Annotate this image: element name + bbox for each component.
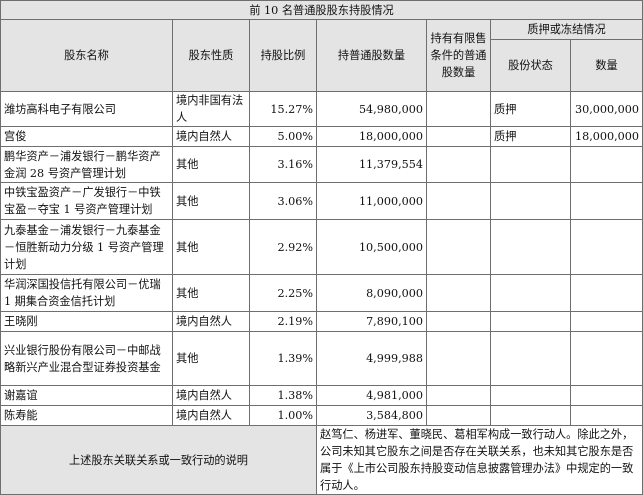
cell-ratio: 1.39% [249, 331, 317, 386]
header-row-2: 股份状态 数量 [1, 39, 643, 92]
cell-pledge-count [569, 219, 643, 275]
cell-restricted [426, 311, 491, 332]
cell-pledge-count [569, 385, 643, 406]
footer-label: 上述股东关联关系或一致行动的说明 [0, 425, 317, 495]
cell-name: 王晓刚 [0, 311, 173, 332]
cell-pledge-count [569, 274, 643, 312]
cell-restricted [426, 219, 491, 275]
cell-name: 潍坊高科电子有限公司 [0, 91, 173, 127]
header-pledge-count: 数量 [569, 39, 643, 92]
table-row: 九泰基金－浦发银行－九泰基金－恒胜新动力分级 1 号资产管理计划 其他 2.92… [0, 219, 643, 275]
cell-count: 11,379,554 [316, 146, 427, 183]
table-row: 中铁宝盈资产－广发银行－中铁宝盈－夺宝 1 号资产管理计划 其他 3.06% 1… [0, 182, 643, 220]
cell-count: 7,890,100 [316, 311, 427, 332]
cell-pledge-status [490, 405, 571, 426]
header-pledge-group: 质押或冻结情况 [489, 19, 643, 40]
cell-pledge-count [569, 146, 643, 183]
table-row: 陈寿能 境内自然人 1.00% 3,584,800 [0, 405, 643, 426]
cell-pledge-status: 质押 [490, 91, 571, 127]
cell-restricted [426, 405, 491, 426]
cell-restricted [426, 91, 491, 127]
cell-restricted [426, 331, 491, 386]
cell-pledge-status [490, 274, 571, 312]
cell-restricted [426, 126, 491, 147]
cell-count: 18,000,000 [316, 126, 427, 147]
cell-ratio: 2.19% [249, 311, 317, 332]
cell-pledge-status [490, 385, 571, 406]
cell-pledge-count [569, 405, 643, 426]
cell-pledge-count: 30,000,000 [569, 91, 643, 127]
cell-ratio: 1.38% [249, 385, 317, 406]
cell-ratio: 3.16% [249, 146, 317, 183]
cell-pledge-status [490, 182, 571, 220]
cell-name: 陈寿能 [0, 405, 173, 426]
cell-count: 4,981,000 [316, 385, 427, 406]
table-row: 鹏华资产－浦发银行－鹏华资产金润 28 号资产管理计划 其他 3.16% 11,… [0, 146, 643, 183]
cell-pledge-status [490, 311, 571, 332]
cell-pledge-count [569, 311, 643, 332]
cell-pledge-status [490, 331, 571, 386]
cell-name: 华润深国投信托有限公司－优瑞 1 期集合资金信托计划 [0, 274, 173, 312]
cell-name: 中铁宝盈资产－广发银行－中铁宝盈－夺宝 1 号资产管理计划 [0, 182, 173, 220]
cell-nature: 其他 [172, 219, 250, 275]
cell-restricted [426, 146, 491, 183]
table-row: 王晓刚 境内自然人 2.19% 7,890,100 [0, 311, 643, 332]
cell-count: 3,584,800 [316, 405, 427, 426]
header-pledge-status: 股份状态 [490, 39, 571, 92]
cell-pledge-count: 18,000,000 [569, 126, 643, 147]
cell-name: 鹏华资产－浦发银行－鹏华资产金润 28 号资产管理计划 [0, 146, 173, 183]
table-row: 谢嘉谊 境内自然人 1.38% 4,981,000 [0, 385, 643, 406]
cell-pledge-status [490, 219, 571, 275]
cell-name: 宫俊 [0, 126, 173, 147]
cell-ratio: 2.25% [249, 274, 317, 312]
header-name: 股东名称 [0, 19, 173, 92]
table-title-row: 前 10 名普通股股东持股情况 [0, 0, 643, 20]
cell-nature: 其他 [172, 182, 250, 220]
cell-nature: 境内自然人 [172, 405, 250, 426]
table-row: 兴业银行股份有限公司－中邮战略新兴产业混合型证券投资基金 其他 1.39% 4,… [0, 331, 643, 386]
cell-restricted [426, 274, 491, 312]
cell-ratio: 5.00% [249, 126, 317, 147]
header-ratio: 持股比例 [249, 19, 317, 92]
cell-nature: 境内自然人 [172, 126, 250, 147]
cell-ratio: 2.92% [249, 219, 317, 275]
header-count: 持普通股数量 [316, 19, 427, 92]
cell-nature: 其他 [172, 331, 250, 386]
cell-pledge-count [569, 182, 643, 220]
footer-note: 赵笃仁、杨进军、董晓民、葛相军构成一致行动人。除此之外，公司未知其它股东之间是否… [315, 425, 643, 495]
cell-restricted [426, 182, 491, 220]
header-row-1: 股东名称 股东性质 持股比例 持普通股数量 持有有限售条件的普通股数量 质押或冻… [0, 19, 643, 92]
cell-nature: 境内自然人 [172, 311, 250, 332]
cell-pledge-status [490, 146, 571, 183]
cell-count: 4,999,988 [316, 331, 427, 386]
cell-pledge-status: 质押 [490, 126, 571, 147]
cell-ratio: 3.06% [249, 182, 317, 220]
cell-count: 8,090,000 [316, 274, 427, 312]
table-row: 宫俊 境内自然人 5.00% 18,000,000 质押 18,000,000 [0, 126, 643, 147]
footer-row: 上述股东关联关系或一致行动的说明 赵笃仁、杨进军、董晓民、葛相军构成一致行动人。… [0, 425, 643, 495]
table-title: 前 10 名普通股股东持股情况 [0, 0, 643, 20]
cell-ratio: 15.27% [249, 91, 317, 127]
cell-nature: 其他 [172, 274, 250, 312]
cell-nature: 境内非国有法人 [172, 91, 250, 127]
table-row: 潍坊高科电子有限公司 境内非国有法人 15.27% 54,980,000 质押 … [0, 91, 643, 127]
cell-pledge-count [569, 331, 643, 386]
cell-count: 10,500,000 [316, 219, 427, 275]
cell-count: 11,000,000 [316, 182, 427, 220]
table-row: 华润深国投信托有限公司－优瑞 1 期集合资金信托计划 其他 2.25% 8,09… [0, 274, 643, 312]
header-restricted: 持有有限售条件的普通股数量 [426, 19, 491, 92]
cell-name: 九泰基金－浦发银行－九泰基金－恒胜新动力分级 1 号资产管理计划 [0, 219, 173, 275]
cell-count: 54,980,000 [316, 91, 427, 127]
cell-nature: 其他 [172, 146, 250, 183]
cell-name: 兴业银行股份有限公司－中邮战略新兴产业混合型证券投资基金 [0, 331, 173, 386]
cell-restricted [426, 385, 491, 406]
cell-ratio: 1.00% [249, 405, 317, 426]
header-nature: 股东性质 [172, 19, 250, 92]
cell-name: 谢嘉谊 [0, 385, 173, 406]
cell-nature: 境内自然人 [172, 385, 250, 406]
